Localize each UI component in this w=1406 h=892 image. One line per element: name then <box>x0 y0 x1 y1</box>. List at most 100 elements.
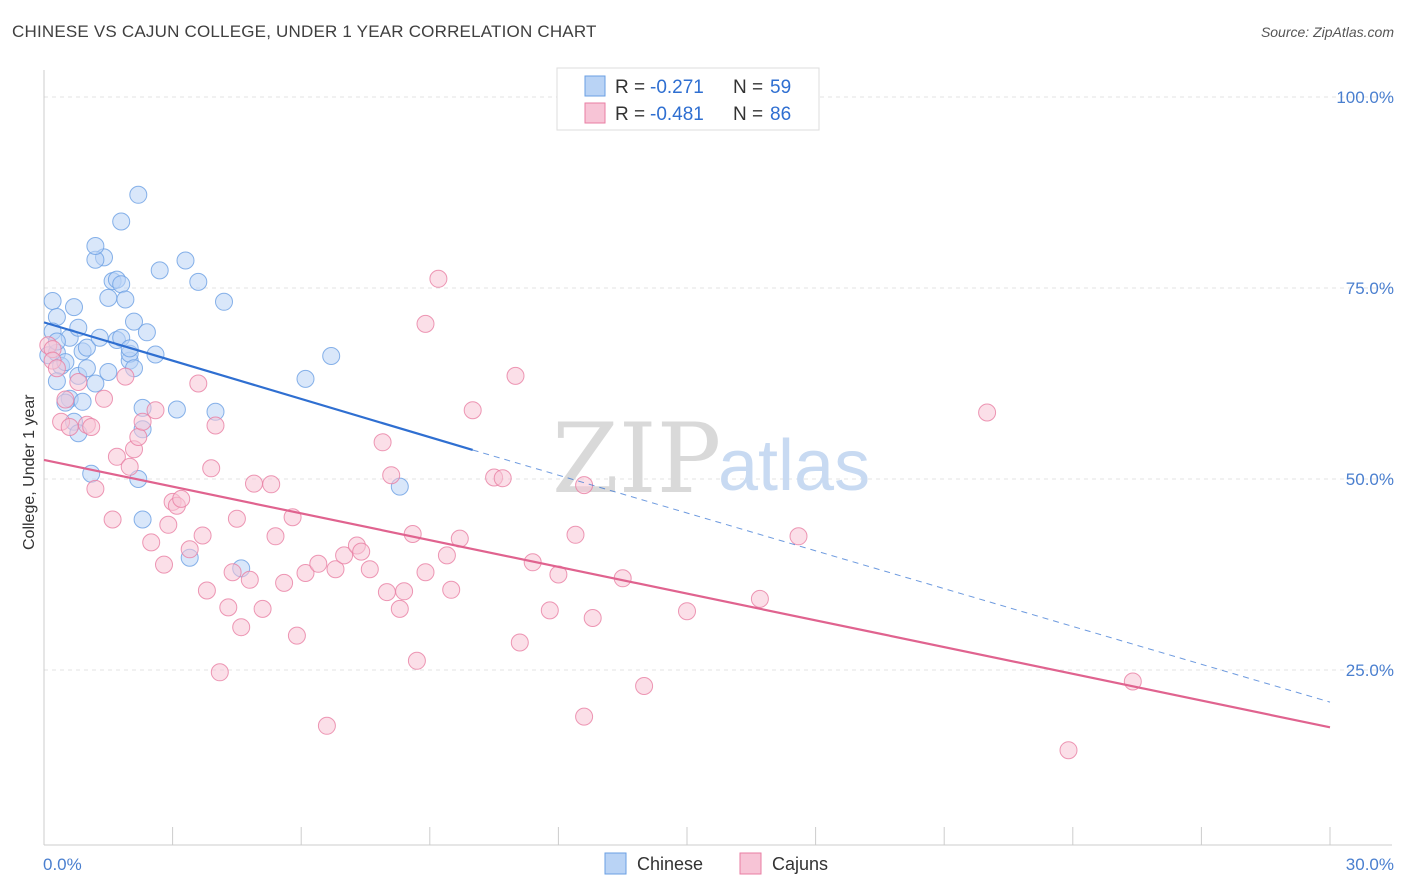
chinese-point-12 <box>77 338 96 357</box>
cajuns-point-5 <box>56 390 75 409</box>
cajuns-point-32 <box>210 663 229 682</box>
correlation-legend: R = -0.271 N = 59 R = -0.481 N = 86 <box>556 67 820 131</box>
legend-n-value-chinese: 59 <box>770 77 791 98</box>
cajuns-point-49 <box>335 546 354 565</box>
cajuns-point-13 <box>107 447 126 466</box>
series-cajuns-points <box>39 269 1142 760</box>
cajuns-point-69 <box>506 366 525 385</box>
cajuns-point-72 <box>540 601 559 620</box>
cajuns-point-17 <box>129 428 148 446</box>
chinese-point-49 <box>215 292 233 311</box>
cajuns-point-7 <box>69 373 88 391</box>
watermark-zip: ZIP <box>552 403 721 515</box>
cajuns-point-46 <box>309 554 328 573</box>
cajuns-point-34 <box>223 563 242 582</box>
cajuns-point-28 <box>193 526 212 545</box>
cajuns-point-45 <box>296 564 315 582</box>
chinese-point-0 <box>43 292 62 310</box>
cajuns-point-35 <box>227 509 246 528</box>
cajuns-point-41 <box>266 527 285 546</box>
cajuns-point-40 <box>262 475 281 494</box>
chinese-point-46 <box>176 251 195 270</box>
cajuns-point-55 <box>382 466 401 485</box>
cajuns-point-63 <box>437 546 456 565</box>
chart-title: CHINESE VS CAJUN COLLEGE, UNDER 1 YEAR C… <box>12 22 597 41</box>
cajuns-point-39 <box>253 599 272 618</box>
cajuns-point-37 <box>240 570 259 589</box>
legend-r-label-cajuns: R = <box>615 104 645 125</box>
legend-n-value-cajuns: 86 <box>770 104 791 125</box>
watermark-atlas: atlas <box>718 426 870 506</box>
chinese-point-23 <box>99 288 118 307</box>
chinese-point-14 <box>77 359 96 378</box>
cajuns-point-36 <box>232 618 251 637</box>
x-tick-label-min: 0.0% <box>43 855 82 874</box>
bottom-legend-swatch-cajuns <box>739 852 762 875</box>
chinese-point-35 <box>129 185 148 204</box>
chinese-point-47 <box>189 272 208 291</box>
series-legend: Chinese Cajuns <box>604 852 828 875</box>
cajuns-point-6 <box>60 418 79 436</box>
chinese-trend-line <box>43 321 473 452</box>
cajuns-point-25 <box>172 489 191 508</box>
chinese-point-55 <box>133 510 152 529</box>
cajuns-point-48 <box>326 560 345 579</box>
cajuns-point-10 <box>86 479 105 498</box>
bottom-legend-label-chinese: Chinese <box>637 854 703 874</box>
cajuns-point-20 <box>146 401 165 420</box>
cajuns-point-15 <box>120 457 139 476</box>
cajuns-point-18 <box>133 412 152 431</box>
legend-n-label-cajuns: N = <box>733 104 763 125</box>
chinese-point-27 <box>116 290 135 309</box>
chinese-point-39 <box>86 237 105 255</box>
cajuns-point-68 <box>493 469 512 488</box>
chinese-point-37 <box>137 323 156 342</box>
cajuns-point-29 <box>197 581 216 600</box>
legend-r-value-cajuns: -0.481 <box>650 104 704 125</box>
cajuns-point-70 <box>510 633 529 652</box>
bottom-legend-swatch-chinese <box>604 852 627 875</box>
cajuns-point-80 <box>750 589 769 608</box>
legend-swatch-cajuns <box>584 102 606 124</box>
cajuns-point-59 <box>407 651 426 670</box>
cajuns-point-42 <box>275 573 294 592</box>
y-tick-labels: 25.0% 50.0% 75.0% 100.0% <box>1336 88 1394 680</box>
y-tick-label-0: 25.0% <box>1346 661 1394 680</box>
legend-r-value-chinese: -0.271 <box>650 77 704 98</box>
cajuns-point-3 <box>47 359 66 378</box>
cajuns-point-83 <box>1059 741 1078 760</box>
cajuns-point-75 <box>575 476 594 495</box>
legend-n-label-chinese: N = <box>733 77 763 98</box>
cajuns-point-79 <box>678 602 696 621</box>
cajuns-point-27 <box>189 374 208 393</box>
trend-lines <box>43 321 1331 729</box>
source-credit: Source: ZipAtlas.com <box>1260 24 1394 40</box>
chinese-point-26 <box>112 275 131 294</box>
series-chinese-points <box>39 185 409 578</box>
bottom-legend-label-cajuns: Cajuns <box>772 854 828 874</box>
chinese-point-45 <box>167 400 186 419</box>
x-tick-label-max: 30.0% <box>1346 855 1394 874</box>
cajuns-point-78 <box>635 677 654 695</box>
legend-r-label-chinese: R = <box>615 77 645 98</box>
cajuns-point-52 <box>360 560 379 579</box>
cajuns-point-66 <box>463 401 482 420</box>
cajuns-point-11 <box>95 389 113 408</box>
cajuns-point-60 <box>416 314 435 333</box>
cajuns-point-53 <box>373 433 392 452</box>
cajuns-point-22 <box>159 515 178 534</box>
cajuns-point-14 <box>116 367 135 386</box>
cajuns-point-74 <box>566 525 585 544</box>
cajuns-point-38 <box>245 474 263 493</box>
axes <box>43 70 1392 846</box>
cajuns-point-44 <box>287 626 306 645</box>
cajuns-point-12 <box>103 510 122 529</box>
cajuns-point-21 <box>155 555 173 574</box>
cajuns-point-54 <box>377 583 396 602</box>
cajuns-point-9 <box>82 418 101 436</box>
chinese-trend-extension <box>472 449 1331 703</box>
y-axis-title: College, Under 1 year <box>21 394 38 550</box>
chinese-point-44 <box>150 261 169 280</box>
cajuns-point-62 <box>429 269 448 288</box>
